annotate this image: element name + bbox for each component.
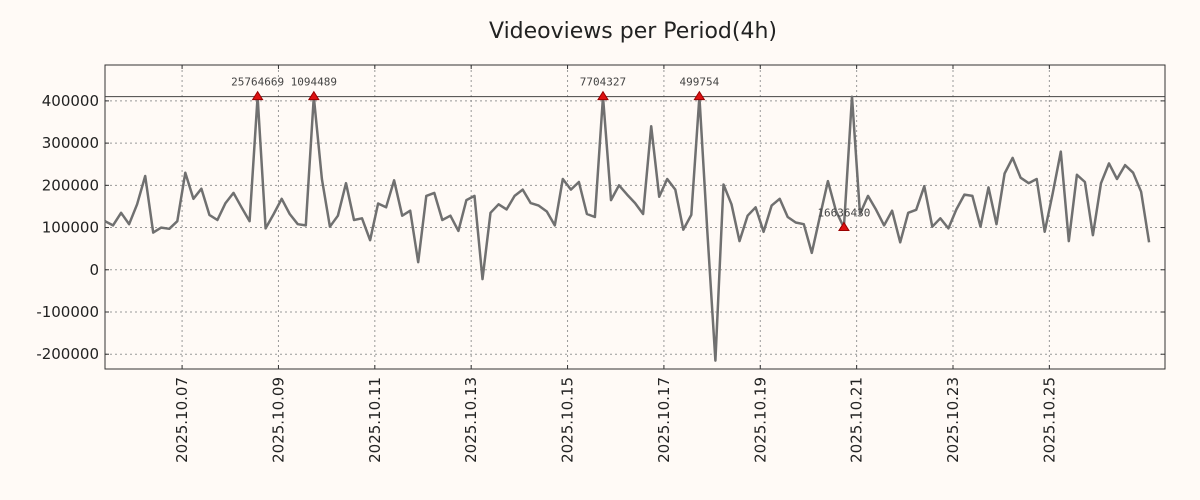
peak-annotation: 25764669	[231, 76, 284, 89]
y-tick-label: 300000	[42, 134, 99, 152]
peak-marker	[693, 90, 706, 101]
peak-annotation: 7704327	[580, 76, 626, 89]
x-axis: 2025.10.07 2025.10.09 2025.10.11 2025.10.13…	[173, 65, 1058, 463]
y-tick-label: 100000	[42, 219, 99, 237]
y-tick-label: 200000	[42, 176, 99, 194]
x-tick-label: 2025.10.17	[655, 377, 673, 463]
peak-annotation: 499754	[679, 76, 719, 89]
x-tick-label: 2025.10.23	[944, 377, 962, 463]
grid-lines	[105, 65, 1165, 369]
x-tick-label: 2025.10.07	[173, 377, 191, 463]
x-tick-label: 2025.10.25	[1040, 377, 1058, 463]
x-tick-label: 2025.10.19	[751, 377, 769, 463]
x-tick-label: 2025.10.11	[366, 377, 384, 463]
x-tick-label: 2025.10.21	[848, 377, 866, 463]
chart-title: Videoviews per Period(4h)	[489, 19, 777, 44]
y-tick-label: -100000	[36, 303, 99, 321]
peak-marker	[838, 221, 850, 232]
series-line-videoviews	[104, 95, 1151, 362]
x-tick-label: 2025.10.09	[269, 377, 287, 463]
peak-marker	[251, 90, 264, 101]
peak-marker	[307, 90, 320, 101]
peak-annotation: 1094489	[291, 76, 337, 89]
peak-marker	[597, 90, 609, 101]
x-tick-label: 2025.10.15	[559, 377, 577, 463]
y-tick-label: 0	[89, 261, 99, 279]
plot-frame	[104, 64, 1166, 370]
peak-markers: 25764669 1094489 7704327 499754 16636430	[231, 76, 870, 232]
y-tick-label: -200000	[36, 345, 99, 363]
x-tick-label: 2025.10.13	[462, 377, 480, 463]
y-axis: 400000 300000 200000 100000 0 -100000 -200000	[36, 92, 1165, 363]
peak-annotation: 16636430	[817, 207, 870, 220]
y-tick-label: 400000	[42, 92, 99, 110]
